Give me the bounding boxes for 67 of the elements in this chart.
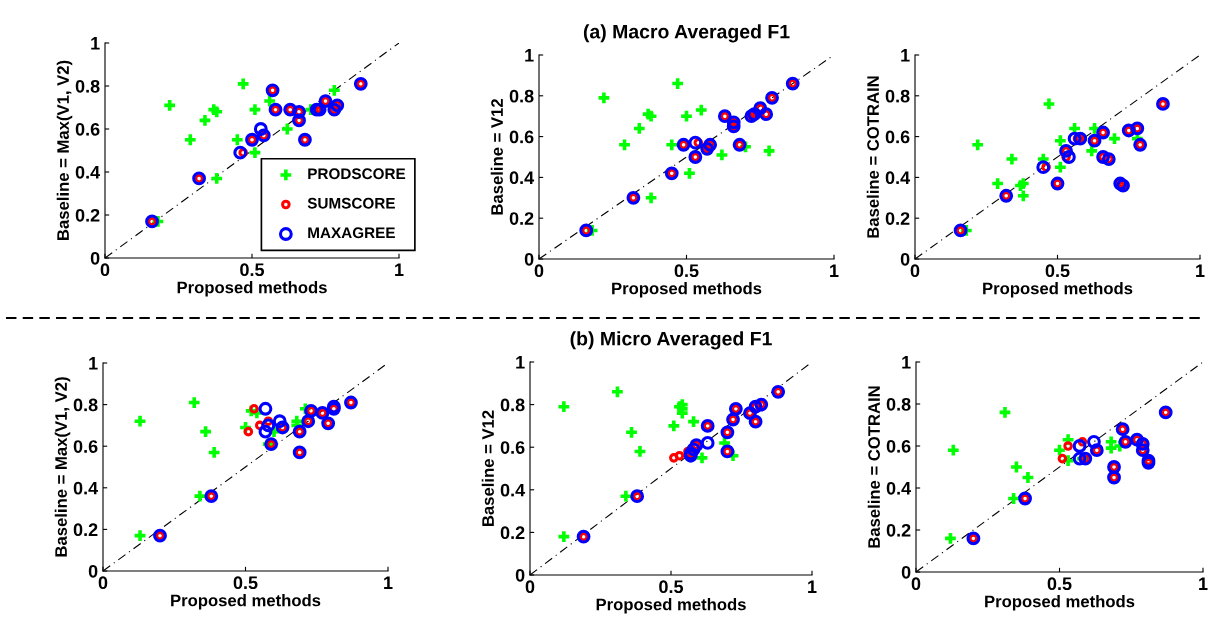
x-axis-title: Proposed methods: [596, 598, 746, 614]
y-tick-label: 0.4: [509, 171, 535, 185]
x-axis-title: Proposed methods: [612, 282, 762, 298]
x-axis-title: Proposed methods: [983, 282, 1133, 298]
x-tick-label: 0: [534, 264, 544, 278]
legend-label: PRODSCORE: [308, 168, 406, 180]
x-tick-label: 0.5: [1045, 264, 1070, 278]
y-tick-label: 0.6: [509, 130, 534, 144]
y-tick-label: 0: [524, 252, 534, 266]
x-axis-title: Proposed methods: [171, 594, 321, 610]
x-tick-label: 1: [1199, 577, 1208, 590]
y-tick-label: 0.4: [75, 165, 101, 179]
x-tick-label: 0.5: [240, 263, 265, 277]
y-tick-label: 0.8: [885, 89, 910, 103]
y-tick-label: 1: [516, 356, 525, 369]
y-tick-label: 0: [88, 564, 98, 578]
y-tick-label: 0.4: [886, 481, 912, 495]
y-tick-label: 0.2: [73, 523, 98, 537]
y-tick-label: 0.2: [500, 526, 525, 540]
x-tick-label: 1: [1196, 264, 1205, 277]
y-tick-label: 0.8: [75, 79, 100, 93]
x-tick-label: 1: [395, 263, 404, 276]
y-axis-title: Baseline = V12: [490, 99, 503, 215]
y-axis-title: Baseline = COTRAIN: [867, 386, 880, 548]
y-tick-label: 0.6: [73, 440, 98, 453]
y-tick-label: 0.6: [886, 439, 911, 453]
y-tick-label: 0.2: [75, 208, 100, 222]
x-axis-title: Proposed methods: [985, 595, 1135, 611]
chart-title: (b) Micro Averaged F1: [570, 331, 772, 350]
y-tick-label: 0.8: [509, 89, 534, 103]
y-tick-label: 1: [902, 356, 911, 369]
x-tick-label: 0.5: [233, 576, 258, 590]
y-tick-label: 0: [900, 252, 910, 266]
y-tick-label: 0.2: [886, 523, 911, 537]
y-tick-label: 0.8: [73, 398, 98, 412]
x-tick-label: 1: [830, 264, 839, 277]
y-tick-label: 1: [525, 49, 534, 62]
legend-label: MAXAGREE: [308, 227, 395, 239]
y-tick-label: 0.8: [886, 397, 911, 411]
y-tick-label: 0.6: [500, 441, 525, 454]
y-axis-title: Baseline = COTRAIN: [866, 76, 879, 238]
y-tick-label: 1: [91, 37, 100, 50]
y-tick-label: 0.4: [73, 481, 99, 495]
y-tick-label: 0.4: [500, 483, 526, 497]
x-tick-label: 0: [911, 577, 921, 591]
x-tick-label: 0.5: [659, 580, 684, 594]
chart-title: (a) Macro Averaged F1: [583, 24, 790, 43]
y-tick-label: 0.6: [75, 122, 100, 136]
x-tick-label: 0.5: [674, 264, 699, 278]
x-tick-label: 0.5: [1047, 577, 1072, 591]
y-tick-label: 0: [90, 251, 100, 265]
y-tick-label: 0.6: [885, 130, 910, 144]
y-tick-label: 0.2: [509, 212, 534, 225]
y-tick-label: 0.4: [885, 171, 911, 185]
y-axis-title: Baseline = Max(V1, V2): [54, 377, 71, 557]
x-tick-label: 0: [100, 263, 110, 277]
legend-label: SUMSCORE: [307, 197, 395, 209]
y-tick-label: 1: [89, 357, 98, 370]
y-tick-label: 0.2: [885, 212, 910, 225]
y-tick-label: 0.8: [500, 398, 525, 412]
y-axis-title: Baseline = Max(V1, V2): [56, 60, 73, 240]
y-axis-title: Baseline = V12: [481, 410, 494, 526]
x-axis-title: Proposed methods: [177, 281, 327, 297]
y-tick-label: 0: [901, 565, 911, 579]
x-tick-label: 1: [808, 580, 817, 593]
x-tick-label: 1: [384, 576, 393, 589]
y-tick-label: 1: [901, 49, 910, 62]
